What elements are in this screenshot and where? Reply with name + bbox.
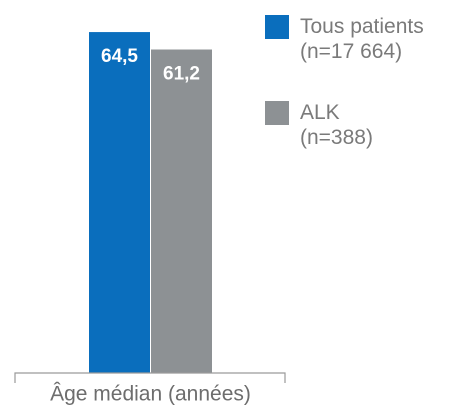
- x-tick-label: Âge médian (années): [50, 383, 251, 406]
- legend-label: Tous patients (n=17 664): [300, 15, 424, 63]
- value-label: 64,5: [101, 46, 138, 67]
- bar: [89, 32, 150, 373]
- legend-item: Tous patients (n=17 664): [265, 14, 450, 64]
- bar: [151, 49, 212, 374]
- legend-item: ALK (n=388): [265, 100, 385, 150]
- x-axis: [14, 372, 286, 383]
- value-label: 61,2: [163, 64, 200, 85]
- legend-label: ALK (n=388): [300, 101, 373, 149]
- legend-swatch: [265, 101, 289, 125]
- legend-swatch: [265, 15, 289, 39]
